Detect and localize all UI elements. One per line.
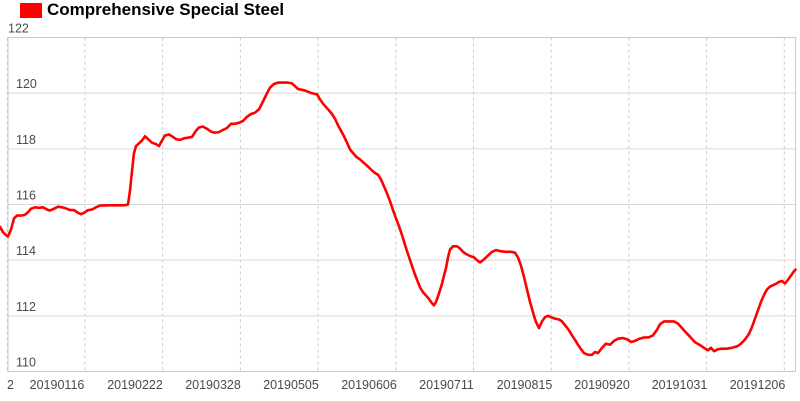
y-axis-label: 116 [16, 189, 36, 203]
x-axis-label: 20191031 [652, 378, 708, 392]
plot-border [7, 37, 796, 372]
x-axis-label: 20191206 [730, 378, 786, 392]
price-line-series [0, 81, 797, 357]
chart-title: Comprehensive Special Steel [47, 0, 285, 19]
y-axis-label: 122 [8, 22, 29, 36]
x-axis-label: 20190920 [574, 378, 630, 392]
x-axis-label: 20190606 [341, 378, 397, 392]
x-axis-label: 20190505 [263, 378, 319, 392]
x-axis-label: 2 [7, 378, 14, 392]
x-axis-label: 20190815 [497, 378, 553, 392]
x-axis-label: 20190328 [185, 378, 241, 392]
chart-header: Comprehensive Special Steel [0, 0, 800, 36]
y-axis-label: 112 [16, 300, 36, 314]
y-axis-label: 118 [16, 133, 36, 147]
y-axis-label: 114 [16, 244, 36, 258]
x-axis-label: 20190711 [419, 378, 474, 392]
x-axis-label: 20190222 [107, 378, 163, 392]
legend-swatch[interactable] [20, 3, 42, 18]
x-axis-label: 20190116 [30, 378, 85, 392]
y-axis-label: 120 [16, 77, 37, 91]
y-axis-label: 110 [16, 356, 36, 370]
